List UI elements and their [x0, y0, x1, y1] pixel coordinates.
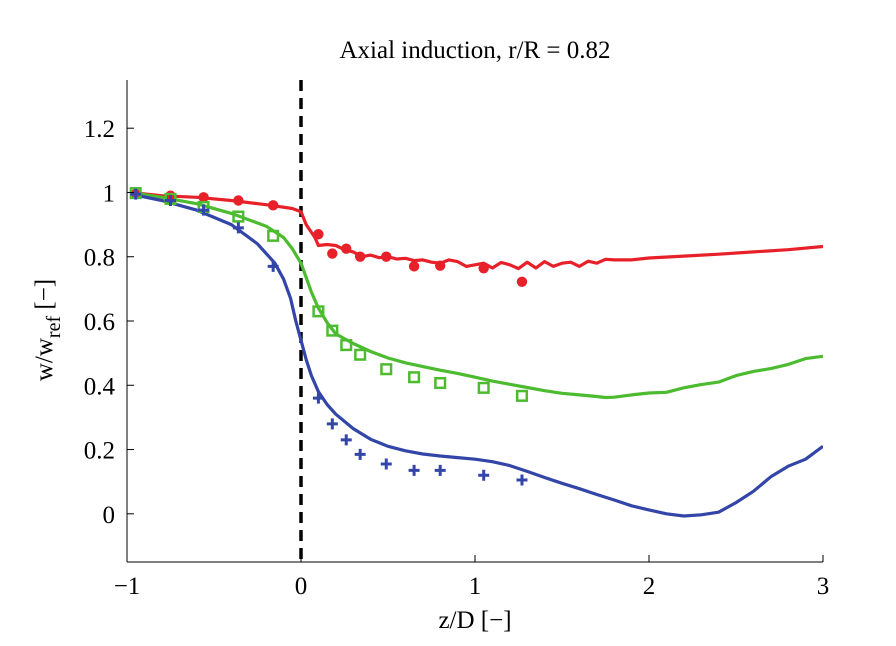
data-point-plus	[130, 188, 142, 200]
data-point-square	[515, 389, 529, 402]
series-line-1	[130, 190, 823, 400]
y-tick-label: 0.4	[84, 373, 116, 400]
axes-frame	[127, 80, 823, 562]
y-tick-label: 0.2	[84, 438, 115, 465]
y-tick-label: 0.6	[84, 309, 115, 336]
data-point-square	[380, 363, 393, 376]
data-point-plus	[408, 464, 420, 476]
data-point-plus	[478, 469, 490, 481]
data-point-plus	[434, 464, 446, 476]
axis-ticks: −1 0 1 2 3 0 0.2 0.4 0.6 0.8 1 1.2	[84, 80, 830, 600]
y-tick-label: 0	[103, 502, 116, 529]
data-point-circle	[435, 260, 446, 271]
y-tick-label: 0.8	[84, 245, 115, 272]
x-tick-label: 3	[817, 573, 830, 600]
data-point-circle	[233, 195, 244, 206]
series-line-2	[130, 192, 823, 518]
y-axis-label-main: w/w	[31, 338, 58, 381]
data-point-plus	[516, 474, 528, 486]
x-tick-label: −1	[114, 573, 141, 600]
data-point-square	[312, 305, 325, 318]
y-tick-label: 1	[103, 180, 116, 207]
data-point-circle	[408, 261, 420, 272]
data-point-circle	[267, 200, 279, 211]
data-point-plus	[232, 222, 244, 234]
data-point-circle	[327, 248, 338, 259]
y-axis-label: w/wref [−]	[31, 279, 65, 381]
data-point-square	[408, 371, 421, 384]
x-axis-label: z/D [−]	[438, 607, 511, 634]
data-point-plus	[267, 260, 279, 272]
data-point-circle	[516, 276, 528, 287]
data-point-plus	[380, 458, 392, 470]
data-point-plus	[340, 434, 352, 446]
data-point-circle	[341, 243, 352, 254]
data-point-circle	[198, 192, 209, 203]
y-axis-label-subscript: ref	[43, 316, 65, 339]
data-point-square	[340, 339, 353, 352]
y-tick-label: 1.2	[84, 116, 115, 143]
data-point-plus	[198, 204, 210, 216]
series-line-0	[130, 190, 823, 271]
data-point-square	[434, 376, 447, 390]
y-axis-label-suffix: [−]	[31, 279, 58, 316]
data-point-square	[326, 324, 339, 337]
data-point-square	[267, 229, 280, 242]
data-point-plus	[312, 392, 324, 404]
data-point-circle	[313, 229, 324, 240]
data-point-square	[232, 210, 245, 223]
plot-marks	[129, 80, 823, 562]
data-point-square	[354, 348, 367, 361]
data-point-plus	[326, 418, 338, 430]
data-point-circle	[478, 263, 489, 274]
chart-title: Axial induction, r/R = 0.82	[339, 37, 610, 64]
data-point-plus	[165, 195, 176, 206]
data-point-square	[477, 381, 490, 394]
x-tick-label: 2	[643, 573, 656, 600]
data-point-circle	[381, 251, 392, 262]
data-point-circle	[354, 251, 366, 262]
data-point-plus	[354, 448, 366, 460]
x-tick-label: 0	[295, 573, 308, 600]
x-tick-label: 1	[469, 573, 482, 600]
